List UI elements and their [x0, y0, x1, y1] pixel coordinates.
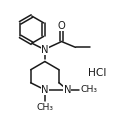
Text: HCl: HCl — [88, 68, 106, 78]
Text: O: O — [57, 21, 65, 31]
Text: N: N — [63, 85, 71, 95]
Text: CH₃: CH₃ — [36, 103, 53, 112]
Text: N: N — [41, 45, 49, 55]
Text: CH₃: CH₃ — [80, 85, 97, 94]
Text: N: N — [41, 85, 49, 95]
